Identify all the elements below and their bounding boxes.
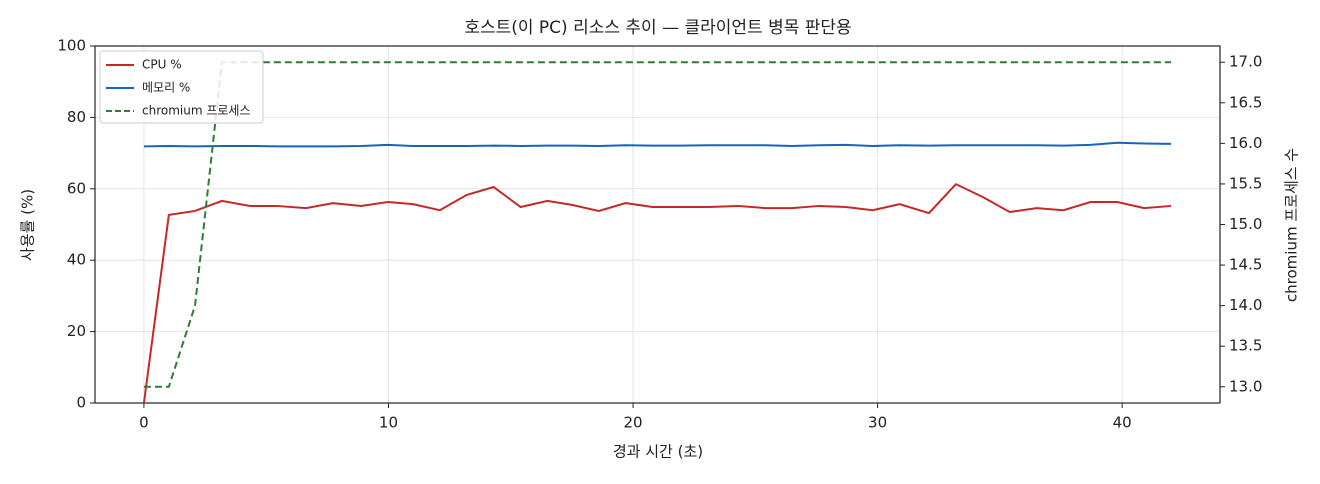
y2-tick-label: 13.0 — [1229, 377, 1262, 395]
y-tick-label: 60 — [67, 179, 86, 197]
series-line — [143, 61, 1172, 388]
series-line — [142, 182, 1172, 404]
y2-tick-label: 15.0 — [1229, 215, 1262, 233]
legend-label: chromium 프로세스 — [142, 104, 251, 118]
y-tick-label: 100 — [57, 37, 86, 55]
x-tick-label: 30 — [868, 414, 887, 432]
y-tick-label: 20 — [67, 322, 86, 340]
x-tick-label: 0 — [139, 414, 149, 432]
legend-box — [99, 50, 264, 124]
y2-tick-label: 14.5 — [1229, 256, 1262, 274]
legend-label: 메모리 % — [142, 81, 190, 95]
y-tick-label: 40 — [67, 251, 86, 269]
x-tick-label: 20 — [623, 414, 642, 432]
y2-tick-label: 13.5 — [1229, 337, 1262, 355]
y-axis-label: 사용률 (%) — [19, 189, 37, 261]
legend-label: CPU % — [142, 58, 182, 72]
chart-title: 호스트(이 PC) 리소스 추이 — 클라이언트 병목 판단용 — [464, 18, 851, 38]
y2-tick-label: 16.0 — [1229, 134, 1262, 152]
y2-tick-label: 14.0 — [1229, 296, 1262, 314]
y2-tick-label: 15.5 — [1229, 174, 1262, 192]
y2-axis-label: chromium 프로세스 수 — [1283, 148, 1301, 302]
y-tick-label: 0 — [76, 394, 86, 412]
x-tick-label: 10 — [379, 414, 398, 432]
x-tick-label: 40 — [1113, 414, 1132, 432]
series-line — [143, 141, 1172, 148]
plot-frame — [94, 45, 1221, 404]
x-axis-label: 경과 시간 (초) — [613, 443, 703, 461]
y2-tick-label: 16.5 — [1229, 93, 1262, 111]
y2-tick-label: 17.0 — [1229, 53, 1262, 71]
y-tick-label: 80 — [67, 108, 86, 126]
